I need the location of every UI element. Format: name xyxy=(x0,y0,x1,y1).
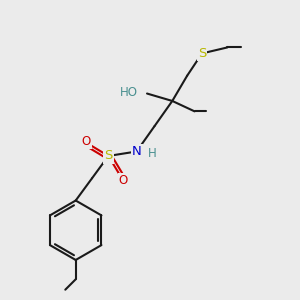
Text: N: N xyxy=(132,145,142,158)
Text: O: O xyxy=(118,174,128,187)
Text: S: S xyxy=(198,47,206,60)
Text: O: O xyxy=(82,135,91,148)
Text: S: S xyxy=(104,149,112,162)
Text: HO: HO xyxy=(120,85,138,98)
Text: H: H xyxy=(148,147,157,160)
